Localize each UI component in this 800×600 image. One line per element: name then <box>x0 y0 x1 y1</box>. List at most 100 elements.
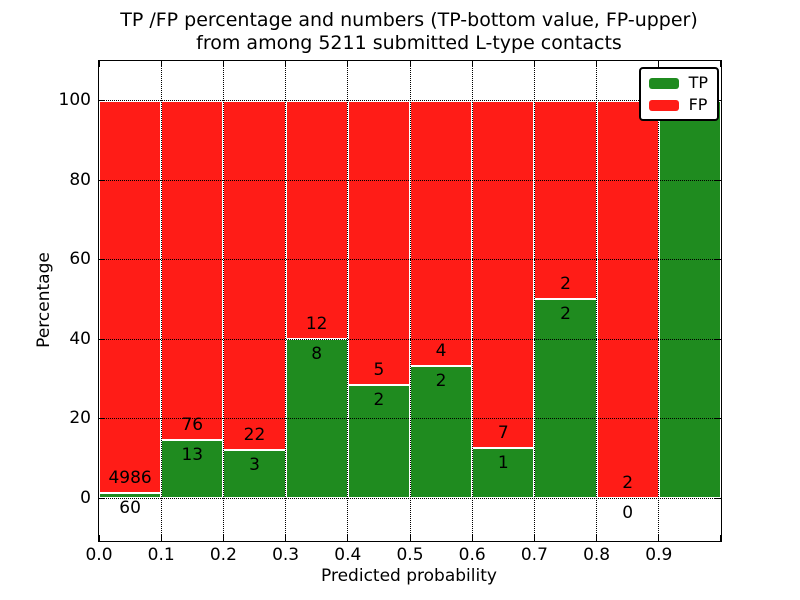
y-tick-mark-right <box>715 338 721 340</box>
x-tick-mark-top <box>285 61 287 67</box>
fp-bar-segment <box>285 100 348 340</box>
vertical-gridline <box>471 61 473 541</box>
plot-area: 4986607613223128524271222040.00.10.20.30… <box>59 60 722 565</box>
y-tick-label: 80 <box>69 169 91 190</box>
fp-count-label: 76 <box>181 415 204 436</box>
tp-bar-segment <box>472 448 535 499</box>
x-tick-label: 0.5 <box>396 545 424 565</box>
vertical-gridline <box>347 61 349 541</box>
fp-count-label: 4 <box>435 340 447 361</box>
fp-count-label: 5 <box>373 359 385 380</box>
y-tick-mark <box>99 179 105 181</box>
tp-bar-segment <box>658 100 721 499</box>
x-tick-mark <box>471 535 473 541</box>
fp-bar-segment <box>534 100 597 300</box>
vertical-gridline <box>658 61 660 541</box>
tp-count-label: 0 <box>622 503 634 524</box>
tp-count-label: 8 <box>311 344 323 365</box>
x-tick-mark <box>720 535 721 541</box>
x-tick-label: 0.1 <box>147 545 175 565</box>
tp-bar-segment <box>223 450 286 499</box>
y-tick-mark-right <box>715 179 721 181</box>
vertical-gridline <box>409 61 411 541</box>
x-tick-label: 0.7 <box>520 545 548 565</box>
x-tick-label: 0.6 <box>458 545 486 565</box>
y-tick-mark-right <box>715 418 721 420</box>
x-tick-label: 0.0 <box>85 545 113 565</box>
legend-label-fp: FP <box>688 95 708 114</box>
y-tick-mark <box>99 338 105 340</box>
x-tick-mark <box>658 535 660 541</box>
x-tick-label: 0.9 <box>645 545 673 565</box>
tp-bar-segment <box>161 440 224 499</box>
fp-count-label: 4986 <box>108 468 152 489</box>
fp-bar-segment <box>99 100 162 494</box>
vertical-gridline <box>533 61 535 541</box>
legend-row: FP <box>648 95 708 114</box>
x-tick-mark-top <box>596 61 598 67</box>
vertical-gridline <box>285 61 287 541</box>
x-tick-mark-top <box>160 61 162 67</box>
legend: TP FP <box>638 67 719 121</box>
x-tick-label: 0.3 <box>272 545 300 565</box>
chart-title: TP /FP percentage and numbers (TP-bottom… <box>98 9 720 55</box>
vertical-gridline <box>160 61 162 541</box>
tp-count-label: 3 <box>249 455 260 476</box>
y-tick-mark <box>99 259 105 261</box>
fp-bar-segment <box>472 100 535 449</box>
y-tick-mark <box>99 418 105 420</box>
x-tick-mark <box>347 535 349 541</box>
fp-bar-segment <box>223 100 286 451</box>
tp-bar-segment <box>534 299 597 499</box>
x-tick-mark <box>409 535 411 541</box>
fp-bar-segment <box>347 100 410 385</box>
x-tick-mark-top <box>471 61 473 67</box>
fp-count-label: 7 <box>497 423 509 444</box>
fp-bar-segment <box>161 100 224 441</box>
y-tick-mark-right <box>715 259 721 261</box>
tp-count-label: 2 <box>560 304 571 325</box>
x-tick-mark-top <box>720 61 721 67</box>
vertical-gridline <box>222 61 224 541</box>
x-tick-mark <box>222 535 224 541</box>
fp-count-label: 12 <box>305 314 328 335</box>
vertical-gridline <box>596 61 598 541</box>
x-tick-mark-top <box>222 61 224 67</box>
fp-count-label: 2 <box>622 473 634 494</box>
fp-bar-segment <box>596 100 659 499</box>
tp-count-label: 13 <box>181 445 204 466</box>
x-tick-mark <box>596 535 598 541</box>
y-tick-mark-right <box>715 497 721 499</box>
tp-count-label: 60 <box>119 498 141 519</box>
x-tick-label: 0.2 <box>209 545 237 565</box>
x-tick-label: 0.8 <box>583 545 611 565</box>
legend-swatch-fp-icon <box>648 99 679 111</box>
y-tick-label: 40 <box>69 328 91 349</box>
fp-count-label: 2 <box>560 274 571 295</box>
y-tick-label: 60 <box>69 249 91 270</box>
tp-bar-segment <box>347 384 410 499</box>
y-tick-label: 100 <box>58 90 91 111</box>
tp-count-label: 2 <box>373 389 385 410</box>
legend-row: TP <box>648 73 708 92</box>
y-tick-mark <box>99 497 105 499</box>
x-tick-mark <box>533 535 535 541</box>
x-tick-mark <box>285 535 287 541</box>
fp-count-label: 22 <box>243 425 266 446</box>
x-axis-label: Predicted probability <box>321 566 497 586</box>
tp-count-label: 2 <box>435 370 447 391</box>
legend-label-tp: TP <box>688 73 708 92</box>
y-tick-label: 0 <box>80 487 91 508</box>
fp-bar-segment <box>410 100 473 366</box>
legend-swatch-tp-icon <box>648 77 679 89</box>
y-tick-label: 20 <box>69 408 91 429</box>
x-tick-mark-top <box>409 61 411 67</box>
x-tick-mark-top <box>533 61 535 67</box>
x-tick-mark-top <box>347 61 349 67</box>
tp-bar-segment <box>410 365 473 499</box>
chart-title-line1: TP /FP percentage and numbers (TP-bottom… <box>120 9 698 31</box>
x-tick-label: 0.4 <box>334 545 362 565</box>
x-tick-mark <box>99 535 100 541</box>
x-tick-mark <box>160 535 162 541</box>
